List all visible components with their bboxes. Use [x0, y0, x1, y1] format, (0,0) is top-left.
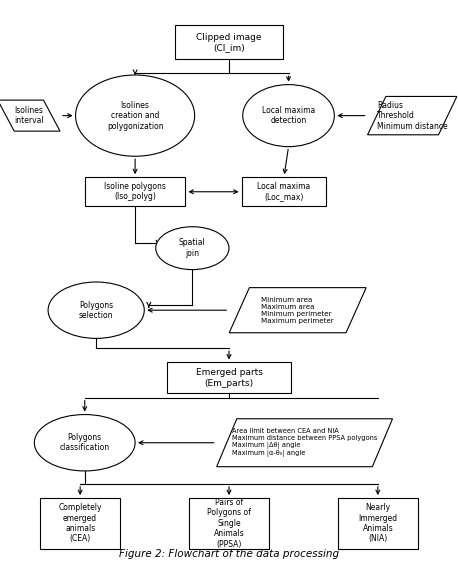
Text: Pairs of
Polygons of
Single
Animals
(PPSA): Pairs of Polygons of Single Animals (PPS… [207, 498, 251, 549]
Text: Isolines
creation and
polygonization: Isolines creation and polygonization [107, 101, 164, 130]
Text: Polygons
classification: Polygons classification [60, 433, 110, 452]
FancyBboxPatch shape [175, 25, 283, 59]
Text: Minimum area
Maximum area
Minimum perimeter
Maximum perimeter: Minimum area Maximum area Minimum perime… [262, 297, 334, 324]
Text: Isoline polygons
(Iso_polyg): Isoline polygons (Iso_polyg) [104, 182, 166, 201]
Ellipse shape [243, 85, 334, 147]
Text: Completely
emerged
animals
(CEA): Completely emerged animals (CEA) [59, 503, 102, 544]
Polygon shape [217, 418, 393, 467]
Polygon shape [229, 288, 366, 333]
Text: Local maxima
detection: Local maxima detection [262, 106, 315, 125]
FancyBboxPatch shape [85, 177, 185, 206]
Text: Spatial
join: Spatial join [179, 239, 206, 258]
Polygon shape [0, 100, 60, 131]
FancyBboxPatch shape [40, 498, 120, 549]
Text: Polygons
selection: Polygons selection [79, 301, 114, 320]
FancyBboxPatch shape [338, 498, 418, 549]
FancyBboxPatch shape [189, 498, 269, 549]
Ellipse shape [48, 282, 144, 338]
Text: Clipped image
(Cl_im): Clipped image (Cl_im) [196, 33, 262, 52]
Text: Figure 2: Flowchart of the data processing: Figure 2: Flowchart of the data processi… [119, 549, 339, 559]
FancyBboxPatch shape [242, 177, 326, 206]
Text: Emerged parts
(Em_parts): Emerged parts (Em_parts) [196, 368, 262, 387]
Text: Isolines
interval: Isolines interval [14, 106, 44, 125]
FancyBboxPatch shape [167, 363, 291, 394]
Polygon shape [367, 96, 457, 135]
Ellipse shape [34, 415, 135, 471]
Text: Nearly
Immerged
Animals
(NIA): Nearly Immerged Animals (NIA) [358, 503, 398, 544]
Ellipse shape [156, 227, 229, 270]
Ellipse shape [76, 75, 195, 156]
Text: Local maxima
(Loc_max): Local maxima (Loc_max) [257, 182, 311, 201]
Text: Area limit between CEA and NIA
Maximum distance between PPSA polygons
Maximum |Δ: Area limit between CEA and NIA Maximum d… [232, 428, 377, 457]
Text: Radius
Threshold
Minimum distance: Radius Threshold Minimum distance [377, 101, 447, 130]
